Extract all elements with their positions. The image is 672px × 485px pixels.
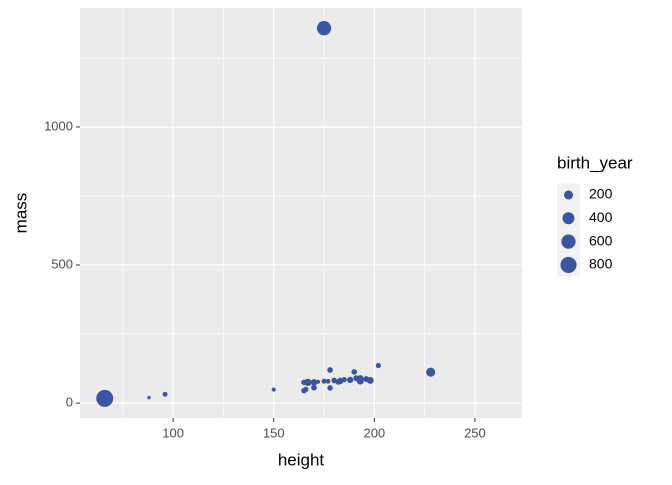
point bbox=[341, 376, 347, 383]
legend-label: 600 bbox=[589, 232, 613, 248]
x-axis-label: height bbox=[278, 450, 325, 469]
legend-label: 200 bbox=[589, 186, 613, 202]
point bbox=[363, 376, 370, 383]
point bbox=[347, 376, 354, 384]
point bbox=[147, 395, 151, 400]
point bbox=[426, 367, 436, 377]
panel bbox=[80, 8, 522, 418]
legend-marker bbox=[560, 256, 577, 273]
point bbox=[375, 362, 381, 369]
point bbox=[331, 377, 337, 383]
legend-title: birth_year bbox=[557, 153, 633, 172]
point bbox=[316, 21, 332, 36]
legend-marker bbox=[561, 234, 576, 249]
point bbox=[327, 385, 333, 391]
point bbox=[304, 378, 312, 387]
legend-marker bbox=[562, 212, 575, 225]
y-tick-label: 500 bbox=[51, 256, 73, 271]
legend-marker bbox=[563, 190, 574, 200]
point bbox=[325, 378, 331, 384]
point bbox=[311, 384, 317, 391]
point bbox=[310, 379, 318, 386]
legend-label: 400 bbox=[589, 209, 613, 225]
point bbox=[301, 379, 307, 386]
point bbox=[351, 369, 358, 375]
y-axis-label: mass bbox=[11, 193, 30, 234]
x-tick-label: 250 bbox=[464, 425, 486, 440]
legend-label: 800 bbox=[589, 256, 613, 272]
point bbox=[162, 391, 168, 397]
point bbox=[321, 378, 327, 384]
x-tick-label: 200 bbox=[363, 425, 385, 440]
point bbox=[303, 386, 309, 392]
point bbox=[327, 367, 333, 373]
y-tick-label: 0 bbox=[66, 395, 73, 410]
point bbox=[96, 389, 114, 407]
point bbox=[353, 375, 360, 382]
x-tick-label: 100 bbox=[162, 425, 184, 440]
x-tick-label: 150 bbox=[263, 425, 285, 440]
point bbox=[271, 387, 276, 392]
y-tick-label: 1000 bbox=[44, 118, 73, 133]
